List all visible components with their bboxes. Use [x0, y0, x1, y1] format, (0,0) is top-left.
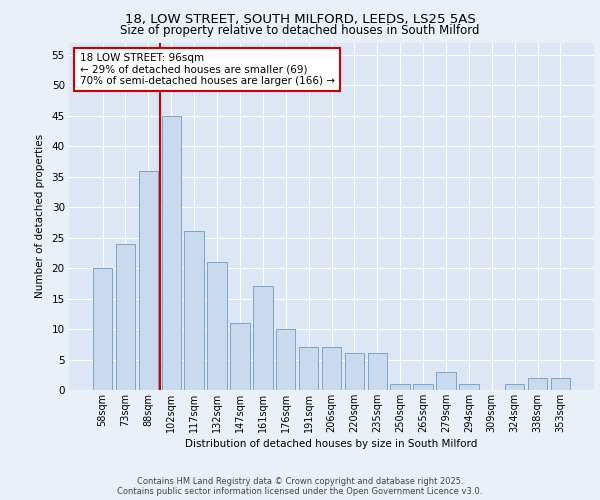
X-axis label: Distribution of detached houses by size in South Milford: Distribution of detached houses by size …: [185, 439, 478, 449]
Bar: [368, 354, 387, 390]
Bar: [116, 244, 135, 390]
Bar: [322, 348, 341, 390]
Bar: [528, 378, 547, 390]
Bar: [436, 372, 455, 390]
Bar: [391, 384, 410, 390]
Text: Size of property relative to detached houses in South Milford: Size of property relative to detached ho…: [120, 24, 480, 37]
Bar: [344, 354, 364, 390]
Text: Contains HM Land Registry data © Crown copyright and database right 2025.
Contai: Contains HM Land Registry data © Crown c…: [118, 476, 482, 496]
Bar: [299, 348, 319, 390]
Bar: [413, 384, 433, 390]
Bar: [551, 378, 570, 390]
Bar: [161, 116, 181, 390]
Y-axis label: Number of detached properties: Number of detached properties: [35, 134, 44, 298]
Bar: [208, 262, 227, 390]
Bar: [184, 232, 204, 390]
Bar: [276, 329, 295, 390]
Bar: [93, 268, 112, 390]
Text: 18 LOW STREET: 96sqm
← 29% of detached houses are smaller (69)
70% of semi-detac: 18 LOW STREET: 96sqm ← 29% of detached h…: [79, 53, 335, 86]
Bar: [505, 384, 524, 390]
Bar: [253, 286, 272, 390]
Bar: [459, 384, 479, 390]
Text: 18, LOW STREET, SOUTH MILFORD, LEEDS, LS25 5AS: 18, LOW STREET, SOUTH MILFORD, LEEDS, LS…: [125, 12, 475, 26]
Bar: [230, 323, 250, 390]
Bar: [139, 170, 158, 390]
